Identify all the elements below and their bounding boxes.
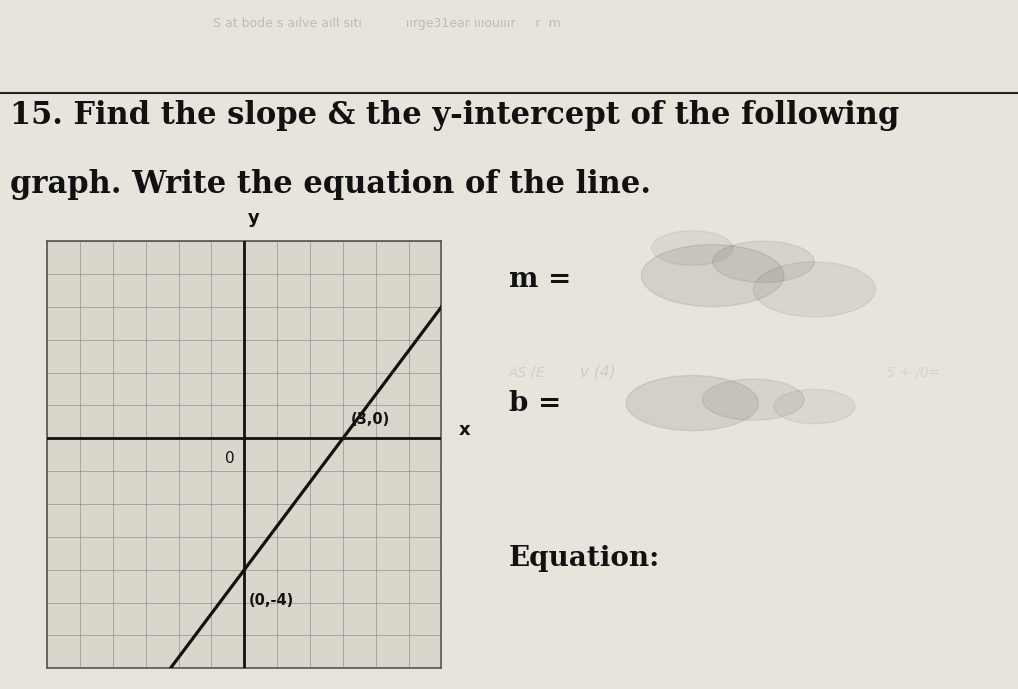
Ellipse shape (652, 231, 733, 265)
Text: AS (E: AS (E (509, 365, 546, 379)
Text: 5 + /0=: 5 + /0= (886, 365, 940, 379)
Text: v (4): v (4) (580, 364, 616, 380)
Text: b =: b = (509, 389, 561, 417)
Text: (0,-4): (0,-4) (249, 593, 294, 608)
Text: Equation:: Equation: (509, 544, 661, 572)
Text: x: x (459, 421, 470, 439)
Ellipse shape (753, 262, 875, 317)
Ellipse shape (641, 245, 784, 307)
Text: 0: 0 (225, 451, 234, 466)
Ellipse shape (702, 379, 804, 420)
Text: y: y (247, 209, 260, 227)
Text: S at bode s aılve aıll sıtı           ıırge31ear ıııouııır     r  m: S at bode s aılve aıll sıtı ıırge31ear ı… (213, 17, 561, 30)
Text: (3,0): (3,0) (351, 412, 390, 426)
Ellipse shape (626, 376, 758, 431)
Text: graph. Write the equation of the line.: graph. Write the equation of the line. (10, 169, 652, 200)
Text: m =: m = (509, 265, 571, 293)
Ellipse shape (713, 241, 814, 282)
Text: 15. Find the slope & the y-intercept of the following: 15. Find the slope & the y-intercept of … (10, 100, 900, 131)
Ellipse shape (774, 389, 855, 424)
